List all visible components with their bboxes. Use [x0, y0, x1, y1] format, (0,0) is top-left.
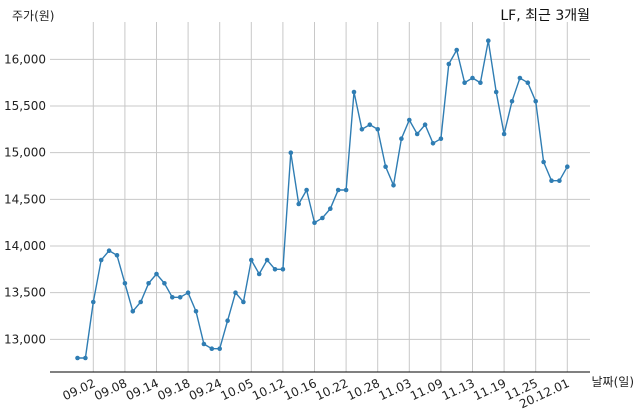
data-point	[264, 257, 270, 263]
data-point	[272, 267, 278, 272]
data-point	[138, 299, 143, 305]
data-point	[217, 346, 222, 352]
y-axis-title: 주가(원)	[12, 9, 54, 23]
data-point	[367, 122, 373, 127]
data-point	[359, 127, 365, 132]
data-point	[154, 271, 159, 277]
data-point	[446, 61, 452, 67]
grid	[50, 22, 590, 372]
chart-title: LF, 최근 3개월	[500, 8, 590, 24]
data-point	[391, 183, 396, 188]
data-point	[185, 290, 191, 296]
data-point	[454, 47, 460, 53]
data-point	[549, 178, 554, 183]
data-point	[193, 309, 199, 314]
data-point	[146, 281, 151, 286]
data-point	[335, 187, 341, 193]
data-point	[225, 318, 230, 324]
data-point	[343, 187, 349, 193]
y-tick-label: 13,000	[4, 332, 46, 346]
y-tick-labels: 13,000 13,500 14,000 14,500 15,000 15,500 16,0…	[4, 52, 46, 346]
data-point	[375, 127, 381, 132]
data-point	[241, 299, 246, 305]
data-point	[233, 290, 238, 296]
data-point	[122, 281, 128, 286]
data-point	[438, 136, 444, 141]
data-point	[249, 257, 254, 263]
y-tick-label: 15,500	[4, 99, 46, 113]
x-tick-labels: 09.0209.0809.1409.1809.2410.0510.1210.16…	[61, 376, 572, 411]
data-point	[304, 187, 309, 193]
data-point	[209, 346, 215, 352]
data-point	[130, 309, 136, 314]
data-point	[162, 281, 167, 286]
y-tick-label: 15,000	[4, 146, 46, 160]
x-axis-title: 날짜(일)	[592, 375, 634, 389]
data-point	[256, 271, 262, 277]
y-tick-label: 14,500	[4, 192, 46, 206]
data-point	[201, 341, 207, 347]
data-point	[383, 164, 388, 169]
price-points	[75, 38, 570, 361]
data-point	[288, 150, 294, 155]
data-point	[501, 131, 507, 137]
data-point	[422, 122, 428, 127]
data-point	[565, 164, 570, 169]
data-point	[320, 215, 325, 221]
data-point	[328, 206, 333, 211]
data-point	[170, 295, 175, 300]
data-point	[533, 99, 538, 104]
data-point	[493, 89, 499, 95]
y-tick-label: 14,000	[4, 239, 46, 253]
data-point	[399, 136, 404, 141]
data-point	[407, 117, 412, 123]
data-point	[312, 220, 317, 225]
data-point	[351, 89, 357, 95]
data-point	[525, 80, 531, 85]
data-point	[414, 131, 420, 137]
data-point	[280, 267, 286, 272]
data-point	[430, 141, 436, 146]
data-point	[486, 38, 491, 43]
data-point	[557, 178, 562, 183]
data-point	[75, 355, 80, 361]
y-tick-label: 16,000	[4, 52, 46, 66]
data-point	[91, 299, 96, 305]
data-point	[509, 99, 515, 104]
data-point	[106, 248, 112, 253]
data-point	[517, 75, 523, 81]
data-point	[114, 253, 120, 258]
data-point	[478, 80, 483, 85]
y-tick-label: 13,500	[4, 286, 46, 300]
data-point	[83, 355, 88, 361]
data-point	[470, 75, 475, 81]
data-point	[177, 295, 183, 300]
data-point	[541, 159, 546, 165]
data-point	[296, 201, 302, 207]
data-point	[462, 80, 467, 85]
data-point	[98, 257, 104, 263]
